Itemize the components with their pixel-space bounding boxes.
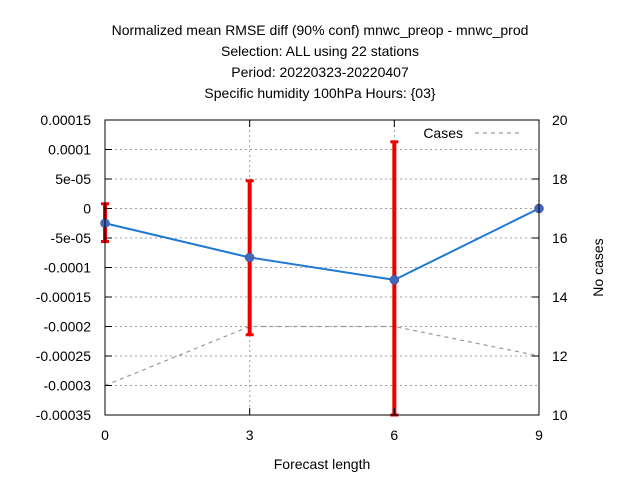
x-tick-label: 3 <box>246 427 254 443</box>
y-tick-label: -0.00035 <box>36 407 91 423</box>
y2-tick-label: 10 <box>552 407 568 423</box>
data-point <box>389 275 400 285</box>
y-tick-label: 5e-05 <box>55 171 91 187</box>
y2-axis-label: No cases <box>590 238 606 296</box>
y2-tick-label: 20 <box>552 112 568 128</box>
series-rmse-diff <box>100 203 544 285</box>
legend-label-cases: Cases <box>423 125 463 141</box>
chart-title: Normalized mean RMSE diff (90% conf) mnw… <box>112 22 529 101</box>
y2-tick-label: 12 <box>552 348 568 364</box>
x-axis-label: Forecast length <box>274 456 371 472</box>
y-tick-label: -0.0002 <box>44 319 92 335</box>
title-line: Normalized mean RMSE diff (90% conf) mnw… <box>112 22 529 38</box>
y-tick-label: 0 <box>83 201 91 217</box>
x-axis: 0 3 6 9 <box>101 120 543 443</box>
title-line: Period: 20220323-20220407 <box>231 64 409 80</box>
x-tick-label: 0 <box>101 427 109 443</box>
y-tick-label: -0.00015 <box>36 289 91 305</box>
y-tick-label: -0.0003 <box>44 378 92 394</box>
grid-lines <box>105 120 539 415</box>
title-line: Selection: ALL using 22 stations <box>221 43 419 59</box>
x-tick-label: 9 <box>535 427 543 443</box>
y-tick-label: -0.0001 <box>44 260 92 276</box>
y-tick-label: 0.00015 <box>40 112 91 128</box>
y2-tick-label: 18 <box>552 171 568 187</box>
plot-frame <box>104 119 540 416</box>
y-tick-label: -0.00025 <box>36 348 91 364</box>
title-line: Specific humidity 100hPa Hours: {03} <box>204 85 435 101</box>
y-axis-left: 0.00015 0.0001 5e-05 0 -5e-05 -0.0001 -0.00015… <box>36 112 112 423</box>
data-point <box>244 252 255 263</box>
legend: Cases <box>423 125 521 141</box>
y-tick-label: -5e-05 <box>51 230 92 246</box>
x-tick-label: 6 <box>390 427 398 443</box>
rmse-diff-line <box>104 207 540 281</box>
y2-tick-label: 16 <box>552 230 568 246</box>
y2-tick-label: 14 <box>552 289 568 305</box>
y-tick-label: 0.0001 <box>48 142 91 158</box>
error-bars <box>101 140 399 417</box>
y-axis-right: 10 12 14 16 18 20 <box>532 112 568 423</box>
